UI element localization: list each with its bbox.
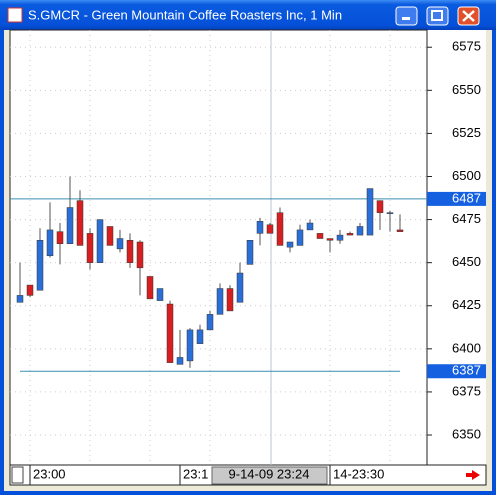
close-icon <box>462 10 475 22</box>
candle-body <box>376 200 384 213</box>
candle-body <box>386 212 394 214</box>
price-badge <box>427 191 486 206</box>
candle-body <box>66 207 74 244</box>
candle-body <box>156 288 164 301</box>
cursor-label: 9-14-09 23:24 <box>229 466 310 481</box>
scroll-arrow[interactable] <box>466 470 480 480</box>
candle-body <box>306 222 314 231</box>
candle-body <box>126 240 134 263</box>
y-tick-label: 6375 <box>452 383 481 398</box>
candle-body <box>186 329 194 362</box>
y-tick-label: 6425 <box>452 297 481 312</box>
price-badge <box>427 364 486 379</box>
y-tick-label: 6400 <box>452 340 481 355</box>
candle-body <box>176 357 184 365</box>
candle-body <box>276 212 284 246</box>
candle-body <box>116 238 124 250</box>
candle-body <box>146 276 154 300</box>
y-tick-label: 6500 <box>452 168 481 183</box>
app-icon <box>7 7 23 23</box>
candle-body <box>166 303 174 363</box>
maximize-button[interactable] <box>426 6 449 26</box>
x-tick-label: 23:1 <box>183 466 208 481</box>
window-title: S.GMCR - Green Mountain Coffee Roasters … <box>28 7 342 22</box>
candle-body <box>316 233 324 239</box>
candle-body <box>56 231 64 244</box>
candle-body <box>76 200 84 246</box>
candle-body <box>136 241 144 269</box>
candle-body <box>356 226 364 236</box>
x-tick-label: 14-23:30 <box>333 466 384 481</box>
candle-body <box>246 240 254 265</box>
candle-body <box>16 295 24 303</box>
candle-body <box>326 238 334 241</box>
candle-body <box>196 329 204 344</box>
candle-body <box>86 233 94 263</box>
candle-body <box>226 288 234 312</box>
candle-body <box>206 314 214 331</box>
minimize-button[interactable] <box>395 6 418 26</box>
window-buttons[interactable] <box>395 6 480 26</box>
price-badge-label: 6487 <box>452 190 481 205</box>
minimize-icon <box>402 17 410 20</box>
candle-body <box>26 284 34 296</box>
candle-body <box>396 229 404 232</box>
candle-body <box>366 188 374 236</box>
candle-body <box>296 229 304 246</box>
y-tick-label: 6525 <box>452 125 481 140</box>
candle-body <box>236 272 244 303</box>
y-tick-label: 6350 <box>452 426 481 441</box>
candle-body <box>96 219 104 263</box>
candle-body <box>46 229 54 257</box>
candle-body <box>266 224 274 234</box>
cursor-badge <box>211 466 328 485</box>
candle-body <box>106 226 114 246</box>
scroll-box[interactable] <box>11 466 24 484</box>
y-tick-label: 6575 <box>452 39 481 54</box>
candle-body <box>256 221 264 234</box>
maximize-icon <box>431 10 443 21</box>
candle-body <box>216 288 224 315</box>
candle-body <box>336 234 344 241</box>
candle-body <box>36 240 44 291</box>
price-badge-label: 6387 <box>452 363 481 378</box>
y-tick-label: 6475 <box>452 211 481 226</box>
y-tick-label: 6550 <box>452 82 481 97</box>
x-tick-label: 23:00 <box>33 466 66 481</box>
y-tick-label: 6450 <box>452 254 481 269</box>
candle-body <box>346 233 354 236</box>
candle-body <box>286 241 294 248</box>
